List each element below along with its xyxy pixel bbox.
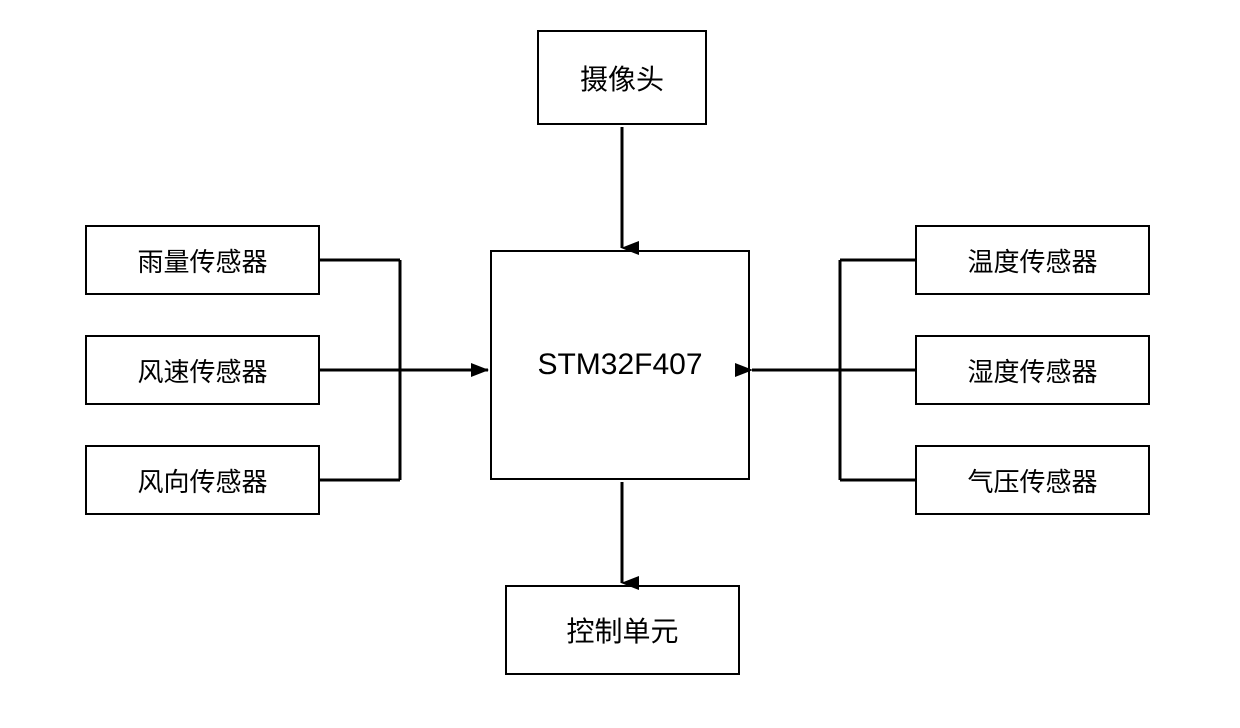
temp-label: 温度传感器 xyxy=(967,242,1097,279)
camera-label: 摄像头 xyxy=(580,58,664,98)
control-label: 控制单元 xyxy=(566,610,678,650)
wind-dir-sensor-box: 风向传感器 xyxy=(85,445,320,515)
block-diagram: 摄像头 STM32F407 控制单元 雨量传感器 风速传感器 风向传感器 温度传… xyxy=(0,0,1240,728)
wind-dir-label: 风向传感器 xyxy=(137,462,267,499)
camera-box: 摄像头 xyxy=(537,30,707,125)
rain-label: 雨量传感器 xyxy=(137,242,267,279)
wind-speed-sensor-box: 风速传感器 xyxy=(85,335,320,405)
mcu-box: STM32F407 xyxy=(490,250,750,480)
pressure-label: 气压传感器 xyxy=(967,462,1097,499)
wind-speed-label: 风速传感器 xyxy=(137,352,267,389)
humid-sensor-box: 湿度传感器 xyxy=(915,335,1150,405)
mcu-label: STM32F407 xyxy=(537,348,702,382)
humid-label: 湿度传感器 xyxy=(967,352,1097,389)
rain-sensor-box: 雨量传感器 xyxy=(85,225,320,295)
temp-sensor-box: 温度传感器 xyxy=(915,225,1150,295)
pressure-sensor-box: 气压传感器 xyxy=(915,445,1150,515)
control-box: 控制单元 xyxy=(505,585,740,675)
